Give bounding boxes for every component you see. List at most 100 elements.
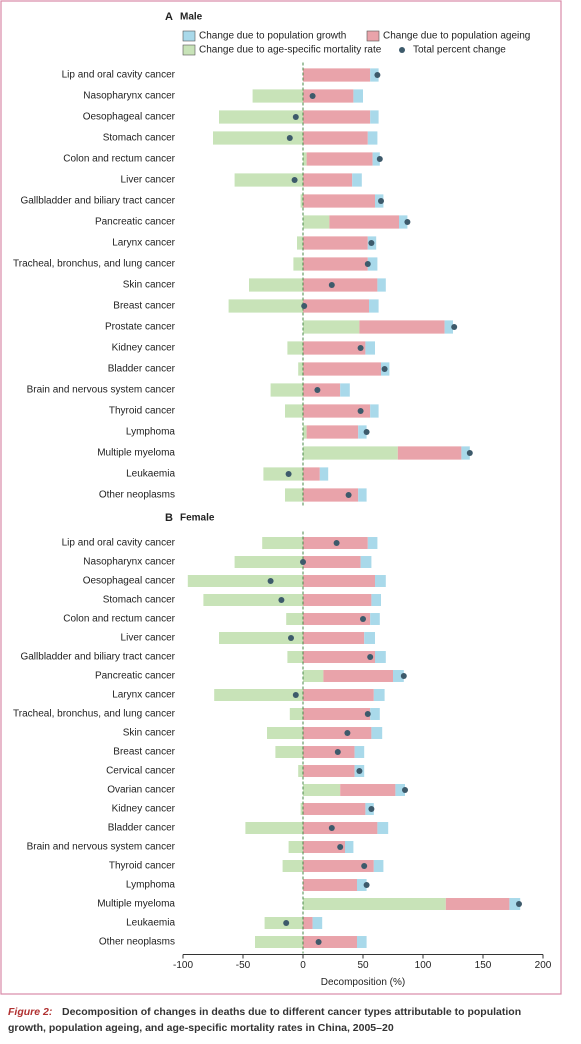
bar-segment (352, 173, 362, 187)
total-dot (301, 303, 308, 309)
bar-segment (303, 746, 355, 758)
bar-segment (303, 68, 371, 82)
bar-segment (303, 860, 374, 872)
bar-segment (263, 467, 303, 481)
bar-segment (303, 362, 381, 376)
bar-segment (377, 822, 389, 834)
total-dot (300, 559, 306, 565)
x-tick-label: 50 (357, 960, 369, 971)
bar-segment (367, 131, 378, 145)
legend-label: Change due to age-specific mortality rat… (199, 45, 382, 56)
total-dot (278, 597, 285, 603)
bar-segment (340, 383, 350, 397)
total-dot (314, 387, 321, 393)
legend-label: Total percent change (413, 45, 506, 56)
total-dot (374, 72, 381, 78)
total-dot (363, 429, 370, 435)
bar-segment (303, 784, 341, 796)
total-dot (334, 749, 341, 755)
bar-segment (303, 670, 324, 682)
bar-segment (249, 278, 303, 292)
category-label: Larynx cancer (112, 238, 175, 249)
category-label: Liver cancer (121, 633, 176, 644)
legend-swatch (366, 30, 380, 42)
panel-letter: B (165, 512, 173, 524)
bar-segment (303, 173, 353, 187)
category-label: Lip and oral cavity cancer (62, 70, 176, 81)
bar-segment (303, 383, 341, 397)
bar-segment (312, 917, 323, 929)
bar-segment (219, 632, 303, 644)
bar-segment (303, 689, 374, 701)
bar-segment (287, 651, 303, 663)
total-dot (309, 93, 316, 99)
bar-segment (293, 257, 303, 271)
category-label: Ovarian cancer (107, 785, 175, 796)
legend-label: Change due to population growth (199, 31, 346, 42)
bar-segment (358, 488, 367, 502)
total-dot (400, 673, 407, 679)
x-axis-title: Decomposition (%) (321, 977, 405, 988)
panel-title: Female (180, 513, 215, 524)
bar-segment (303, 936, 357, 948)
legend-label: Change due to population ageing (383, 31, 530, 42)
bar-segment (303, 194, 375, 208)
category-label: Tracheal, bronchus, and lung cancer (13, 709, 176, 720)
bar-segment (303, 879, 357, 891)
total-dot (315, 939, 322, 945)
total-dot (292, 114, 299, 120)
bar-segment (219, 110, 303, 124)
category-label: Leukaemia (126, 918, 175, 929)
category-label: Lymphoma (126, 427, 176, 438)
bar-segment (303, 131, 368, 145)
total-dot (381, 366, 388, 372)
category-label: Prostate cancer (105, 322, 176, 333)
bar-segment (303, 898, 446, 910)
bar-segment (303, 765, 355, 777)
caption-label: Figure 2: (8, 1006, 52, 1018)
total-dot (368, 806, 375, 812)
caption-line: growth, population ageing, and age-speci… (8, 1022, 394, 1034)
bar-segment (213, 131, 303, 145)
bar-segment (303, 467, 320, 481)
bar-segment (262, 537, 303, 549)
category-label: Colon and rectum cancer (63, 154, 175, 165)
category-label: Gallbladder and biliary tract cancer (20, 652, 175, 663)
bar-segment (298, 765, 303, 777)
legend-swatch (182, 44, 196, 56)
total-dot (367, 654, 374, 660)
bar-segment (367, 537, 378, 549)
bar-segment (234, 556, 303, 568)
bar-segment (228, 299, 303, 313)
total-dot (292, 692, 299, 698)
bar-segment (364, 632, 375, 644)
bar-segment (354, 746, 365, 758)
bar-segment (303, 594, 372, 606)
bar-segment (323, 670, 393, 682)
bar-segment (303, 215, 330, 229)
bar-segment (303, 299, 369, 313)
total-dot (357, 345, 364, 351)
panel-title: Male (180, 12, 203, 23)
bar-segment (329, 215, 399, 229)
x-tick-label: 100 (415, 960, 432, 971)
bar-segment (306, 152, 373, 166)
legend-swatch (182, 30, 196, 42)
category-label: Thyroid cancer (109, 406, 176, 417)
category-label: Pancreatic cancer (95, 217, 176, 228)
bar-segment (306, 425, 359, 439)
bar-segment (303, 575, 375, 587)
bar-segment (300, 194, 303, 208)
bar-segment (214, 689, 303, 701)
x-tick-label: 200 (535, 960, 552, 971)
total-dot (333, 540, 340, 546)
bar-segment (373, 689, 385, 701)
bar-segment (303, 841, 345, 853)
category-label: Lip and oral cavity cancer (62, 538, 176, 549)
total-dot (267, 578, 274, 584)
category-label: Multiple myeloma (97, 448, 175, 459)
total-dot (364, 711, 371, 717)
bar-segment (365, 341, 375, 355)
total-dot (337, 844, 344, 850)
bar-segment (275, 746, 303, 758)
